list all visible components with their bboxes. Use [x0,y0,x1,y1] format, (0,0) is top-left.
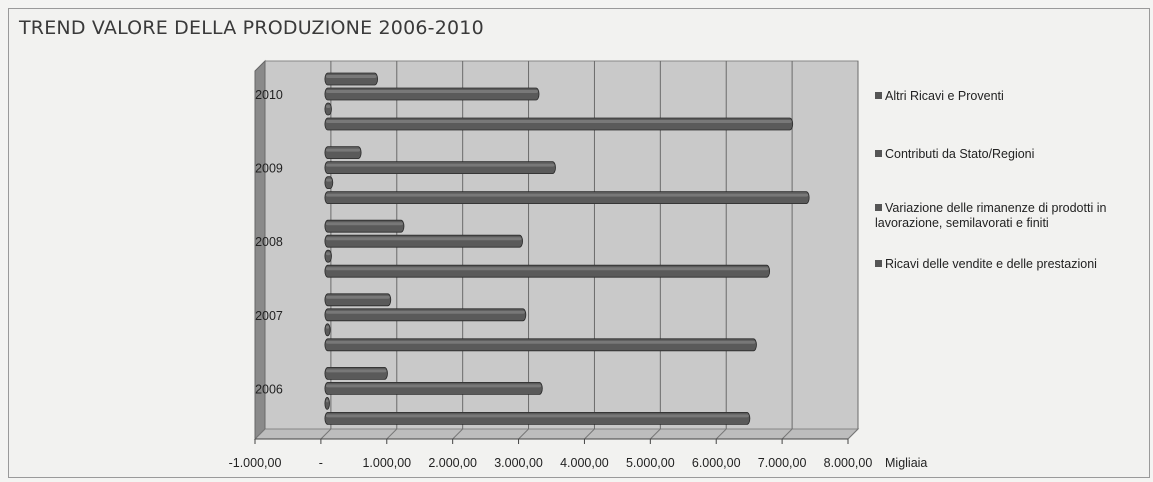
bar-highlight [325,222,403,226]
bar-highlight [325,237,522,241]
x-tick-label: - [319,456,323,470]
category-label: 2007 [255,309,283,323]
bar [324,191,810,205]
chart-frame: TREND VALORE DELLA PRODUZIONE 2006-2010 … [8,8,1150,478]
x-tick-label: 1.000,00 [362,456,411,470]
legend-swatch [875,92,882,99]
bar [324,146,362,160]
bar [324,102,332,116]
legend-item-contributi: Contributi da Stato/Regioni [875,147,1153,162]
x-tick-label: 6.000,00 [692,456,741,470]
x-tick-label: 7.000,00 [758,456,807,470]
legend-swatch [875,260,882,267]
legend-label: Contributi da Stato/Regioni [885,147,1035,161]
x-tick-label: -1.000,00 [229,456,282,470]
category-label: 2006 [255,382,283,396]
bar-highlight [325,340,756,344]
category-label: 2010 [255,88,283,102]
bar-highlight [325,369,387,373]
bar-highlight [325,399,329,403]
bar [324,117,794,131]
gridline-floor [254,428,266,440]
bar-highlight [325,414,749,418]
x-axis-label: Migliaia [885,456,927,470]
bar-highlight [325,90,539,93]
gridline-floor [320,428,332,440]
x-tick-label: 3.000,00 [494,456,543,470]
bar-highlight [325,105,331,108]
bar [324,323,331,337]
bar [324,293,392,307]
x-tick-label: 5.000,00 [626,456,675,470]
plot-floor [253,428,860,440]
bar [324,219,405,233]
bar-highlight [325,310,525,314]
bar [324,249,332,263]
x-tick-label: 2.000,00 [428,456,477,470]
legend-label: Ricavi delle vendite e delle prestazioni [885,257,1097,271]
gridline-floor [715,428,727,440]
gridline-floor [649,428,661,440]
bar-highlight [325,163,555,167]
x-tick-label: 4.000,00 [560,456,609,470]
bar [324,264,771,278]
bar-highlight [325,148,361,152]
bar-highlight [325,252,331,256]
bar [324,338,757,352]
bar [324,381,543,395]
legend-label: Variazione delle rimanenze di prodotti i… [875,201,1107,230]
gridline-floor [518,428,529,440]
bar [324,87,540,101]
gridline-floor [452,428,464,440]
bar [324,396,330,410]
legend-swatch [875,204,882,211]
bar [324,176,334,190]
legend-swatch [875,150,882,157]
bar-highlight [325,178,332,182]
category-label: 2009 [255,162,283,176]
bar-highlight [325,295,390,299]
bar [324,161,556,175]
bar [324,234,523,248]
gridline-floor [847,428,859,440]
bar [324,411,751,425]
gridline-floor [386,428,398,440]
bar [324,72,378,86]
legend-item-variazione: Variazione delle rimanenze di prodotti i… [875,201,1151,231]
bar-chart: -1.000,00-1.000,00 2.000,00 3.000,00 4.000,… [229,59,927,470]
gridline-floor [584,428,595,440]
bar-highlight [325,120,792,123]
legend-label: Altri Ricavi e Proventi [885,89,1004,103]
gridline-floor [781,428,793,440]
bar [324,366,388,380]
legend-item-ricavi-vendite: Ricavi delle vendite e delle prestazioni [875,257,1153,272]
bar-highlight [325,384,542,388]
x-tick-label: 8.000,00 [824,456,873,470]
category-label: 2008 [255,235,283,249]
legend-item-altri-ricavi: Altri Ricavi e Proventi [875,89,1153,104]
bar [324,308,527,322]
bar-highlight [325,75,377,78]
bar-highlight [325,193,809,197]
bar-highlight [325,267,769,271]
bar-highlight [325,325,330,329]
chart-title: TREND VALORE DELLA PRODUZIONE 2006-2010 [19,17,484,39]
